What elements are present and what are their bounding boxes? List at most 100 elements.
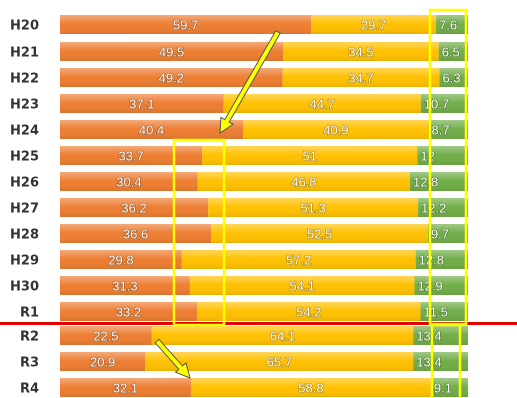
category-label-h25: H25 bbox=[10, 150, 39, 165]
data-label-h30-series1: 31.3 bbox=[112, 279, 137, 294]
highlight-box-green-bottom bbox=[430, 323, 462, 398]
data-label-h25-series3: 12 bbox=[420, 149, 434, 164]
data-label-h29-series3: 12.8 bbox=[419, 253, 444, 268]
data-label-h21-series2: 34.5 bbox=[348, 45, 373, 60]
category-label-h27: H27 bbox=[10, 202, 39, 217]
bar-shine-r1-series1 bbox=[60, 302, 197, 321]
category-label-h22: H22 bbox=[10, 72, 39, 87]
bar-shine-h20-series3 bbox=[436, 15, 468, 34]
bar-shine-r3-series2 bbox=[145, 352, 414, 371]
labels-layer: H20 59.7 29.7 7.6 H21 49.5 34.5 6.5 H22 49.2 34.7 6… bbox=[10, 17, 461, 397]
bar-shine-h27-series1 bbox=[60, 198, 209, 217]
category-label-r1: R1 bbox=[20, 306, 39, 321]
data-label-h23-series2: 44.7 bbox=[310, 97, 335, 112]
data-label-h21-series3: 6.5 bbox=[442, 45, 460, 60]
data-label-h29-series2: 57.2 bbox=[286, 253, 311, 268]
bar-shine-h21-series2 bbox=[283, 42, 439, 61]
bar-shine-h20-series1 bbox=[60, 15, 312, 34]
data-label-h28-series2: 52.5 bbox=[307, 227, 332, 242]
bar-shine-h26-series1 bbox=[60, 172, 198, 191]
category-label-r2: R2 bbox=[20, 330, 39, 345]
data-label-h22-series3: 6.3 bbox=[443, 71, 461, 86]
bar-shine-h24-series1 bbox=[60, 120, 244, 139]
data-label-r1-series3: 11.5 bbox=[424, 305, 448, 320]
bar-shine-h30-series3 bbox=[414, 276, 468, 295]
data-label-h25-series1: 33.7 bbox=[118, 149, 143, 164]
category-label-h23: H23 bbox=[10, 98, 39, 113]
data-label-h21-series1: 49.5 bbox=[159, 45, 184, 60]
data-label-h22-series2: 34.7 bbox=[348, 71, 373, 86]
bar-shine-h27-series2 bbox=[208, 198, 419, 217]
bar-shine-h29-series2 bbox=[181, 250, 416, 269]
bars-layer bbox=[60, 15, 468, 397]
bar-shine-h24-series2 bbox=[243, 120, 429, 139]
bar-shine-r1-series2 bbox=[196, 302, 421, 321]
bar-shine-r1-series3 bbox=[420, 302, 468, 321]
bar-shine-r4-series3 bbox=[430, 378, 468, 397]
bar-shine-h30-series2 bbox=[189, 276, 415, 295]
bar-shine-h28-series3 bbox=[427, 224, 468, 243]
data-label-h24-series3: 8.7 bbox=[432, 123, 450, 138]
category-label-r3: R3 bbox=[20, 356, 39, 371]
data-label-h27-series1: 36.2 bbox=[121, 201, 146, 216]
bar-shine-r2-series2 bbox=[151, 326, 414, 345]
data-label-r1-series2: 54.2 bbox=[296, 305, 321, 320]
category-label-h28: H28 bbox=[10, 228, 39, 243]
data-label-h26-series2: 46.8 bbox=[291, 175, 316, 190]
bar-shine-h25-series2 bbox=[202, 146, 418, 165]
arrow-down-left bbox=[219, 30, 281, 134]
data-label-h24-series1: 40.4 bbox=[139, 123, 164, 138]
category-label-h26: H26 bbox=[10, 176, 39, 191]
category-label-h30: H30 bbox=[10, 280, 39, 295]
annotations-layer bbox=[0, 8, 517, 398]
bar-shine-h26-series2 bbox=[197, 172, 410, 191]
data-label-h20-series1: 59.7 bbox=[173, 18, 198, 33]
bar-shine-r3-series3 bbox=[413, 352, 468, 371]
bar-shine-h21-series1 bbox=[60, 42, 284, 61]
bar-shine-h22-series3 bbox=[439, 68, 468, 87]
data-label-r3-series2: 65.7 bbox=[267, 355, 292, 370]
bar-shine-h23-series3 bbox=[420, 94, 468, 113]
bar-shine-r4-series1 bbox=[60, 378, 191, 397]
category-label-r4: R4 bbox=[20, 382, 39, 397]
data-label-h28-series1: 36.6 bbox=[123, 227, 148, 242]
bar-shine-h26-series3 bbox=[409, 172, 468, 191]
bar-shine-h23-series1 bbox=[60, 94, 224, 113]
arrow-down-right bbox=[154, 338, 191, 379]
bar-shine-h29-series1 bbox=[60, 250, 182, 269]
bar-shine-r2-series3 bbox=[413, 326, 468, 345]
data-label-h20-series3: 7.6 bbox=[439, 18, 457, 33]
data-label-r4-series1: 32.1 bbox=[113, 381, 138, 396]
data-label-r1-series1: 33.2 bbox=[116, 305, 141, 320]
bar-shine-h28-series2 bbox=[211, 224, 428, 243]
data-label-r2-series1: 22.5 bbox=[93, 329, 118, 344]
data-label-h23-series1: 37.1 bbox=[129, 97, 154, 112]
highlight-box-orange-yellow-boundary bbox=[172, 138, 226, 327]
bar-shine-h20-series2 bbox=[311, 15, 437, 34]
category-label-h24: H24 bbox=[10, 124, 39, 139]
data-label-h24-series2: 40.9 bbox=[323, 123, 348, 138]
data-label-h23-series3: 10.7 bbox=[424, 97, 449, 112]
data-label-h25-series2: 51 bbox=[303, 149, 317, 164]
data-label-h26-series3: 12.8 bbox=[413, 175, 438, 190]
data-label-h22-series1: 49.2 bbox=[159, 71, 184, 86]
category-label-h20: H20 bbox=[10, 19, 39, 34]
category-label-h21: H21 bbox=[10, 46, 39, 61]
data-label-h26-series1: 30.4 bbox=[116, 175, 141, 190]
bar-shine-h30-series1 bbox=[60, 276, 190, 295]
data-label-r2-series3: 13.4 bbox=[416, 329, 441, 344]
data-label-h27-series2: 51.3 bbox=[300, 201, 325, 216]
bar-shine-h24-series3 bbox=[428, 120, 468, 139]
data-label-r2-series2: 64.1 bbox=[270, 329, 295, 344]
data-label-h20-series2: 29.7 bbox=[361, 18, 386, 33]
data-label-r4-series2: 58.8 bbox=[298, 381, 323, 396]
data-label-h29-series1: 29.8 bbox=[108, 253, 133, 268]
bar-shine-h23-series2 bbox=[223, 94, 421, 113]
data-label-h30-series2: 54.1 bbox=[290, 279, 315, 294]
bar-shine-h21-series3 bbox=[438, 42, 468, 61]
data-label-r4-series3: 9.1 bbox=[434, 381, 452, 396]
bar-shine-r2-series1 bbox=[60, 326, 152, 345]
bar-shine-h22-series1 bbox=[60, 68, 283, 87]
